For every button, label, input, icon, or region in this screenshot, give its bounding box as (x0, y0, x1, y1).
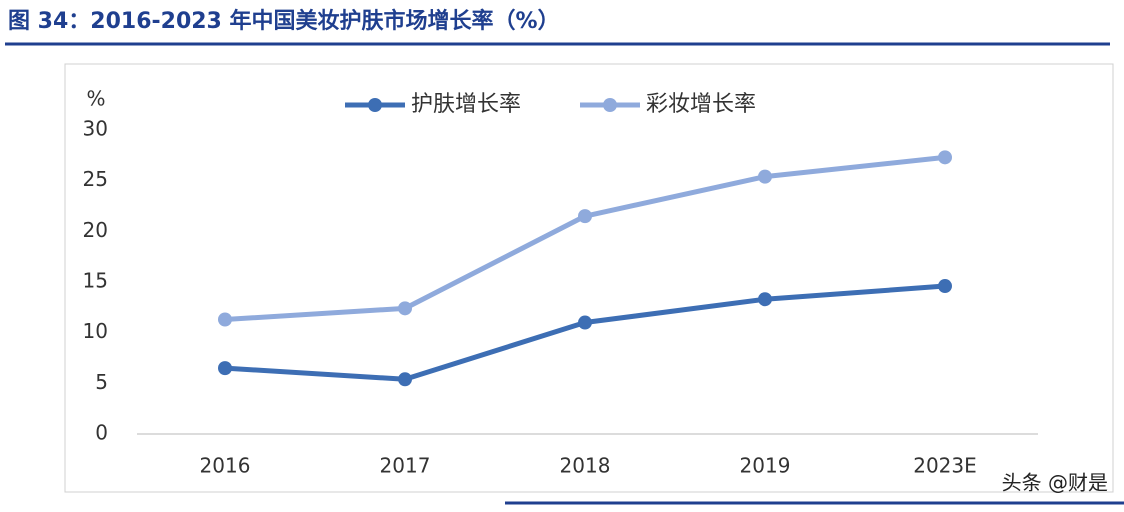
point (218, 312, 232, 327)
y-tick-label: 30 (83, 117, 108, 141)
plot-frame (64, 63, 1114, 493)
y-tick-label: 10 (83, 319, 108, 343)
point (938, 279, 952, 294)
y-tick-label: 5 (95, 370, 108, 394)
x-tick-label: 2016 (200, 454, 251, 478)
legend-marker (603, 98, 617, 112)
chart-title: 图 34：2016-2023 年中国美妆护肤市场增长率（%） (8, 8, 560, 34)
watermark: 头条 @财是 (1002, 471, 1108, 495)
x-tick-label: 2023E (913, 454, 977, 478)
x-tick-label: 2018 (560, 454, 611, 478)
point (398, 372, 412, 387)
legend-marker (368, 98, 382, 112)
point (758, 169, 772, 184)
legend-label: 彩妆增长率 (646, 92, 756, 117)
x-tick-label: 2017 (380, 454, 431, 478)
point (938, 150, 952, 165)
point (578, 315, 592, 330)
point (218, 361, 232, 376)
point (398, 301, 412, 316)
x-tick-label: 2019 (740, 454, 791, 478)
y-tick-label: 15 (83, 269, 108, 293)
y-tick-label: 0 (95, 421, 108, 445)
legend-label: 护肤增长率 (411, 92, 521, 117)
series-line (224, 283, 946, 382)
y-tick-label: 20 (83, 218, 108, 242)
point (578, 209, 592, 224)
point (758, 292, 772, 307)
y-tick-label: 25 (83, 167, 108, 191)
y-axis-label: % (86, 87, 105, 111)
